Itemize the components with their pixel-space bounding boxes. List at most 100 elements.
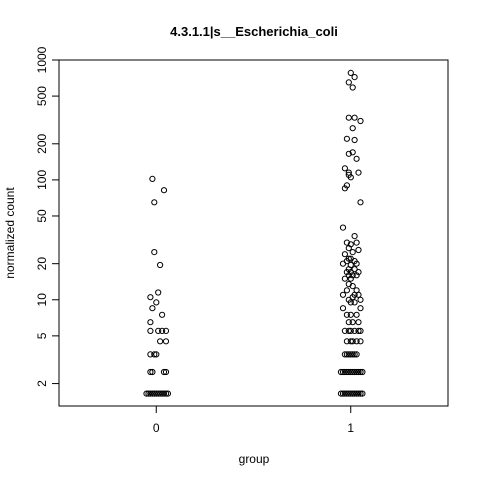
data-point — [353, 390, 360, 397]
data-point — [345, 319, 352, 326]
data-points — [143, 69, 366, 397]
y-tick-label: 100 — [35, 170, 49, 190]
data-point — [341, 390, 348, 397]
data-point — [349, 149, 356, 156]
data-point — [160, 390, 168, 397]
data-point — [353, 338, 360, 345]
x-tick-label: 1 — [347, 421, 354, 435]
data-point — [147, 319, 154, 326]
data-point — [343, 135, 350, 142]
data-point — [337, 390, 345, 397]
data-point — [347, 338, 354, 345]
data-point — [347, 327, 354, 334]
data-point — [355, 169, 362, 176]
data-point — [349, 390, 356, 397]
data-point — [151, 390, 158, 397]
data-point — [159, 390, 166, 397]
data-point — [357, 296, 364, 303]
data-point — [355, 327, 362, 334]
data-point — [345, 327, 352, 334]
data-point — [357, 117, 364, 125]
data-point — [345, 150, 352, 157]
data-point — [353, 155, 360, 162]
chart-title: 4.3.1.1|s__Escherichia_coli — [170, 24, 338, 39]
data-point — [155, 390, 162, 397]
y-tick-label: 5 — [35, 332, 49, 339]
data-point — [347, 311, 354, 318]
data-point — [357, 390, 364, 397]
data-point — [345, 390, 352, 397]
data-point — [143, 390, 150, 397]
data-point — [149, 305, 156, 312]
data-point — [164, 390, 171, 397]
data-point — [357, 305, 364, 312]
data-point — [341, 185, 348, 192]
data-point — [347, 299, 354, 306]
data-point — [353, 351, 360, 358]
data-point — [349, 368, 356, 376]
data-point — [353, 272, 360, 279]
data-point — [153, 351, 160, 358]
y-tick-label: 2 — [35, 380, 49, 387]
data-point — [349, 319, 356, 326]
data-point — [357, 338, 364, 345]
data-point — [339, 224, 347, 231]
data-point — [353, 260, 360, 267]
y-tick-label: 50 — [35, 209, 49, 223]
data-point — [157, 390, 164, 397]
data-point — [160, 187, 168, 194]
data-point — [147, 368, 154, 376]
data-point — [337, 368, 345, 376]
data-point — [351, 114, 358, 121]
data-point — [349, 351, 356, 358]
data-point — [345, 368, 352, 376]
data-point — [347, 390, 354, 397]
data-point — [345, 114, 352, 121]
data-point — [345, 79, 352, 86]
y-tick-label: 20 — [35, 257, 49, 271]
data-point — [351, 266, 358, 273]
data-point — [351, 351, 358, 358]
data-point — [159, 311, 166, 318]
data-point — [355, 246, 362, 254]
data-point — [343, 390, 350, 397]
data-point — [347, 269, 354, 276]
data-point — [162, 327, 170, 334]
y-axis: 2 5 10 20 50 100 200 500 1000 — [35, 46, 59, 387]
data-point — [149, 175, 156, 182]
data-point — [149, 368, 156, 376]
y-tick-label: 200 — [35, 133, 49, 153]
data-point — [347, 351, 354, 358]
data-point — [157, 338, 164, 345]
data-point — [160, 368, 168, 376]
data-point — [157, 261, 164, 269]
data-point — [345, 245, 352, 252]
data-point — [355, 319, 362, 326]
data-point — [159, 327, 166, 334]
data-point — [347, 174, 354, 181]
data-point — [151, 249, 158, 256]
data-point — [343, 351, 350, 358]
data-point — [359, 368, 366, 376]
data-point — [147, 294, 154, 301]
data-point — [339, 390, 347, 397]
data-point — [355, 368, 362, 376]
data-point — [343, 269, 350, 276]
data-point — [347, 275, 354, 282]
data-point — [351, 233, 358, 240]
data-point — [349, 272, 356, 279]
x-tick-label: 0 — [153, 421, 160, 435]
data-point — [151, 199, 158, 206]
data-point — [155, 327, 162, 334]
data-point — [151, 351, 158, 358]
data-point — [343, 311, 350, 318]
data-point — [339, 368, 347, 376]
data-point — [355, 390, 362, 397]
data-point — [353, 239, 360, 246]
y-tick-label: 10 — [35, 293, 49, 307]
data-point — [155, 289, 162, 296]
y-tick-label: 1000 — [35, 46, 49, 73]
data-point — [349, 125, 356, 132]
